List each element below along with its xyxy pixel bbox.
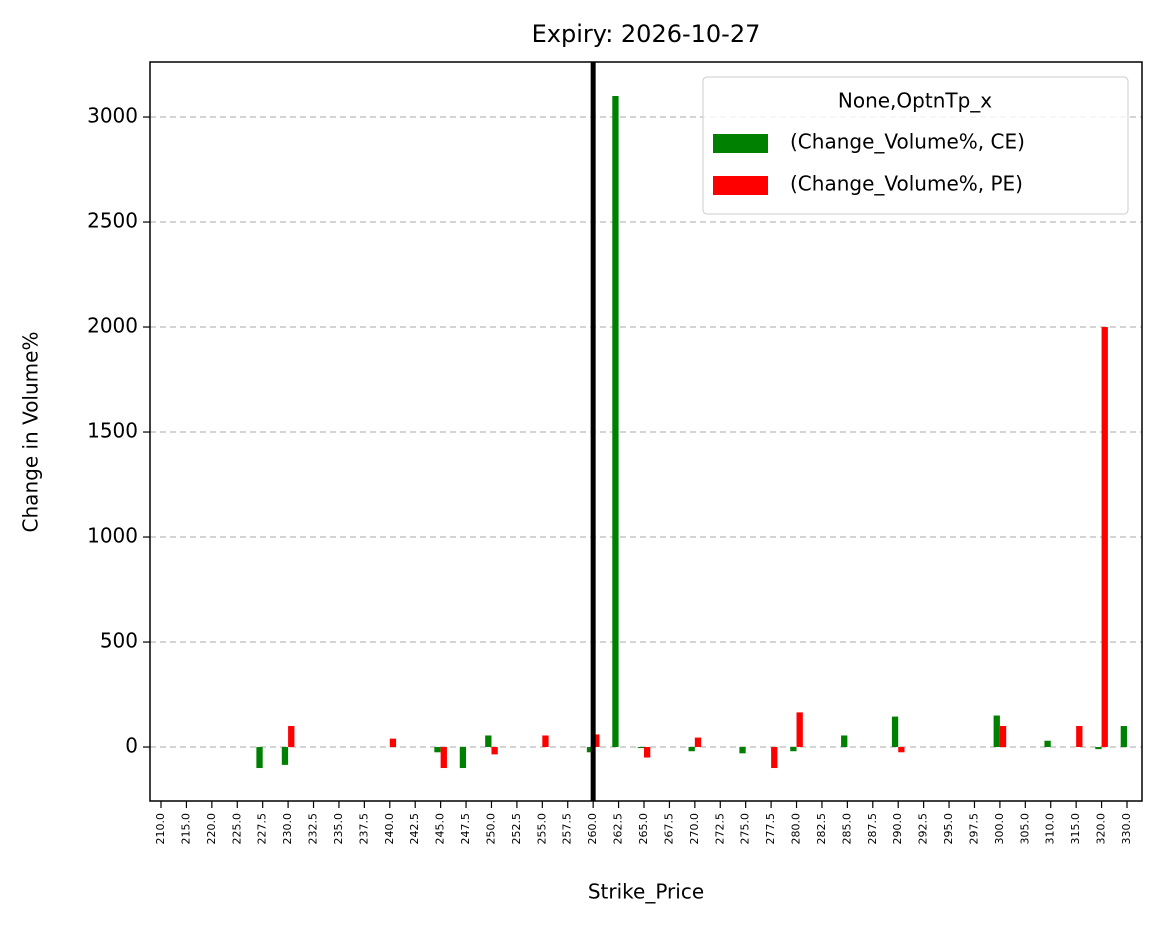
bar [694, 737, 702, 748]
x-tick-label: 230.0 [281, 813, 294, 845]
x-tick-label: 227.5 [256, 813, 269, 845]
bar [1095, 747, 1102, 750]
bar [1101, 327, 1108, 748]
x-tick-label: 257.5 [561, 813, 574, 845]
x-tick-label: 330.0 [1120, 813, 1133, 845]
y-tick-label: 500 [100, 629, 138, 653]
y-tick-label: 1000 [87, 524, 138, 548]
bar [637, 747, 644, 749]
bar [1120, 726, 1127, 748]
x-tick-label: 320.0 [1095, 813, 1108, 845]
x-tick-label: 287.5 [866, 813, 879, 845]
x-tick-label: 282.5 [815, 813, 828, 845]
x-tick-label: 277.5 [764, 813, 777, 845]
y-tick-label: 3000 [87, 104, 138, 128]
x-tick-label: 225.0 [230, 813, 243, 845]
bar [739, 747, 746, 754]
x-tick-label: 292.5 [917, 813, 930, 845]
legend-label: (Change_Volume%, CE) [790, 130, 1025, 154]
x-tick-label: 220.0 [205, 813, 218, 845]
x-tick-label: 210.0 [154, 813, 167, 845]
x-tick-label: 235.0 [332, 813, 345, 845]
chart-title: Expiry: 2026-10-27 [532, 20, 761, 48]
bar [440, 747, 447, 769]
y-tick-label: 0 [125, 734, 138, 758]
legend-swatch [713, 134, 768, 153]
legend-box [702, 76, 1129, 215]
bar [993, 715, 1000, 748]
bar [434, 747, 441, 753]
bar [841, 735, 848, 748]
bar [644, 747, 651, 758]
x-tick-label: 290.0 [891, 813, 904, 845]
bar [389, 738, 397, 748]
bar [593, 734, 600, 748]
y-tick-label: 2500 [87, 209, 138, 233]
x-tick-label: 305.0 [1018, 813, 1031, 845]
x-axis-label: Strike_Price [588, 880, 704, 904]
bar [1076, 726, 1083, 748]
bar [790, 747, 797, 752]
x-tick-label: 242.5 [408, 813, 421, 845]
y-tick-label: 2000 [87, 314, 138, 338]
x-tick-label: 300.0 [993, 813, 1006, 845]
bar [612, 96, 619, 748]
bar [898, 747, 905, 753]
x-tick-label: 252.5 [510, 813, 523, 845]
x-tick-label: 250.0 [484, 813, 497, 845]
bar [891, 716, 899, 748]
bar [491, 747, 498, 755]
x-tick-label: 315.0 [1069, 813, 1082, 845]
x-tick-label: 297.5 [967, 813, 980, 845]
x-tick-label: 275.0 [739, 813, 752, 845]
bar [688, 747, 695, 752]
x-tick-label: 255.0 [535, 813, 548, 845]
bar [1044, 740, 1051, 748]
x-tick-label: 270.0 [688, 813, 701, 845]
bar [485, 735, 492, 748]
x-tick-label: 310.0 [1044, 813, 1057, 845]
bar [256, 747, 263, 769]
bar [281, 747, 289, 765]
x-tick-label: 247.5 [459, 813, 472, 845]
legend-swatch [713, 176, 768, 195]
plot-area [150, 62, 1142, 801]
x-tick-label: 280.0 [790, 813, 803, 845]
legend: None,OptnTp_x (Change_Volume%, CE) (Chang… [702, 76, 1129, 215]
bar [586, 747, 594, 753]
x-tick-label: 285.0 [840, 813, 853, 845]
y-axis-label: Change in Volume% [19, 332, 43, 533]
x-tick-label: 262.5 [612, 813, 625, 845]
y-tick-label: 1500 [87, 419, 138, 443]
bar [459, 747, 467, 769]
x-tick-label: 232.5 [307, 813, 320, 845]
x-tick-label: 265.0 [637, 813, 650, 845]
bar [542, 735, 549, 748]
x-tick-label: 295.0 [942, 813, 955, 845]
x-tick-label: 237.5 [357, 813, 370, 845]
bar [796, 712, 803, 748]
x-tick-label: 215.0 [179, 813, 192, 845]
bar [771, 747, 778, 769]
x-tick-label: 267.5 [662, 813, 675, 845]
x-tick-label: 240.0 [383, 813, 396, 845]
bar [288, 726, 295, 748]
x-tick-label: 260.0 [586, 813, 599, 845]
x-tick-label: 245.0 [434, 813, 447, 845]
legend-label: (Change_Volume%, PE) [790, 172, 1023, 196]
legend-title: None,OptnTp_x [838, 89, 992, 113]
bar [999, 726, 1007, 748]
x-tick-label: 272.5 [713, 813, 726, 845]
